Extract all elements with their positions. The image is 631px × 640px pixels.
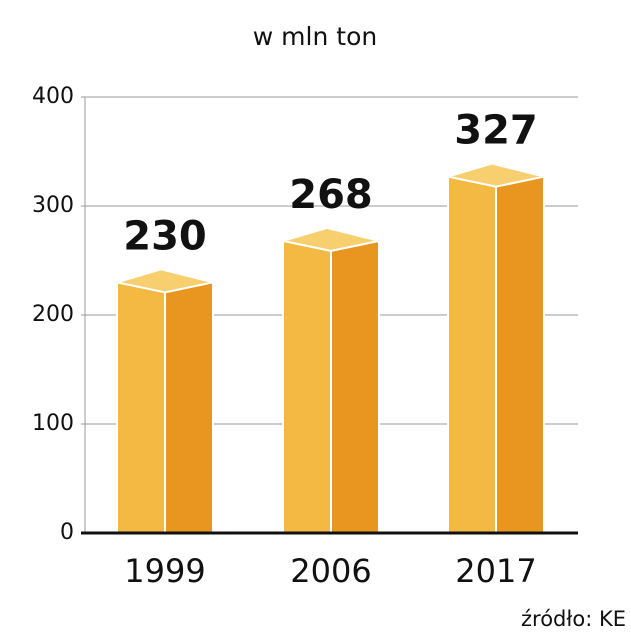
bar-front bbox=[282, 239, 332, 534]
y-tick-label: 400 bbox=[32, 84, 74, 109]
y-tick-label: 200 bbox=[32, 302, 74, 327]
value-label: 327 bbox=[454, 108, 538, 154]
bar-top bbox=[447, 162, 545, 188]
bar-top bbox=[116, 268, 214, 294]
value-label: 268 bbox=[289, 172, 373, 218]
y-tick-label: 100 bbox=[32, 411, 74, 436]
y-tick-label: 0 bbox=[60, 520, 74, 545]
x-tick-label: 1999 bbox=[124, 552, 205, 590]
bar-side bbox=[164, 281, 214, 534]
bar-side bbox=[495, 175, 545, 534]
x-tick-label: 2006 bbox=[290, 552, 371, 590]
y-tick-label: 300 bbox=[32, 193, 74, 218]
bar-front bbox=[447, 175, 497, 534]
source-note: źródło: KE bbox=[521, 607, 626, 631]
value-label: 230 bbox=[123, 213, 207, 259]
x-tick-label: 2017 bbox=[455, 552, 536, 590]
chart-title: w mln ton bbox=[253, 22, 377, 51]
bar-top bbox=[282, 226, 380, 252]
bar-side bbox=[330, 239, 380, 534]
bar-front bbox=[116, 281, 166, 534]
